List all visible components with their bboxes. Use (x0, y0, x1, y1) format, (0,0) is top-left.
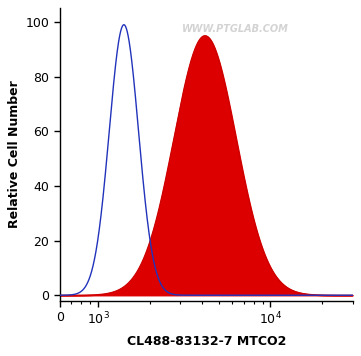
Text: WWW.PTGLAB.COM: WWW.PTGLAB.COM (182, 24, 289, 34)
Y-axis label: Relative Cell Number: Relative Cell Number (8, 81, 21, 229)
X-axis label: CL488-83132-7 MTCO2: CL488-83132-7 MTCO2 (127, 335, 286, 348)
